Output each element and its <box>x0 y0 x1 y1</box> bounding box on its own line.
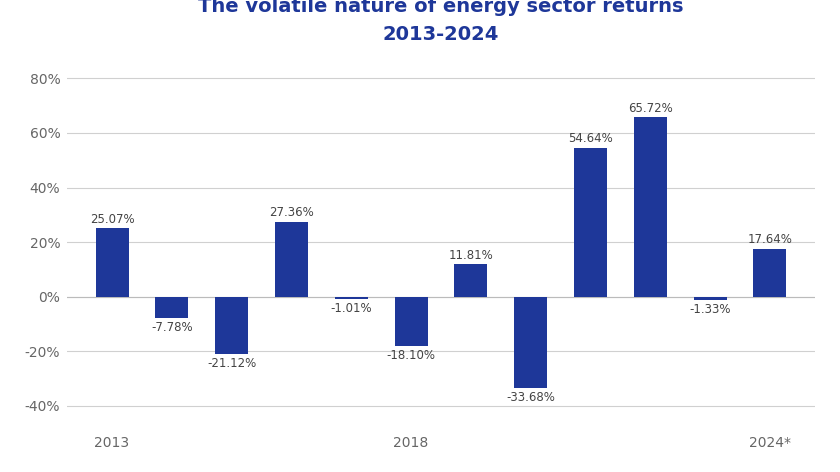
Text: 25.07%: 25.07% <box>90 212 134 226</box>
Text: -18.10%: -18.10% <box>386 349 436 362</box>
Title: The volatile nature of energy sector returns
2013-2024: The volatile nature of energy sector ret… <box>198 0 684 44</box>
Text: 11.81%: 11.81% <box>449 249 493 261</box>
Bar <box>454 264 487 296</box>
Text: 65.72%: 65.72% <box>628 101 673 115</box>
Bar <box>155 296 188 318</box>
Text: -21.12%: -21.12% <box>207 357 256 370</box>
Bar <box>634 118 667 296</box>
Text: 27.36%: 27.36% <box>269 206 314 219</box>
Bar <box>514 296 547 388</box>
Text: -7.78%: -7.78% <box>151 320 192 334</box>
Bar <box>96 228 129 296</box>
Bar <box>275 222 308 296</box>
Bar <box>215 296 248 354</box>
Text: -1.33%: -1.33% <box>690 303 731 316</box>
Text: -1.01%: -1.01% <box>330 302 372 315</box>
Bar <box>574 148 607 296</box>
Bar <box>694 296 727 300</box>
Text: 54.64%: 54.64% <box>568 132 613 145</box>
Text: -33.68%: -33.68% <box>507 391 555 404</box>
Bar <box>753 249 786 296</box>
Bar <box>395 296 428 346</box>
Bar <box>335 296 368 299</box>
Text: 17.64%: 17.64% <box>748 233 792 246</box>
